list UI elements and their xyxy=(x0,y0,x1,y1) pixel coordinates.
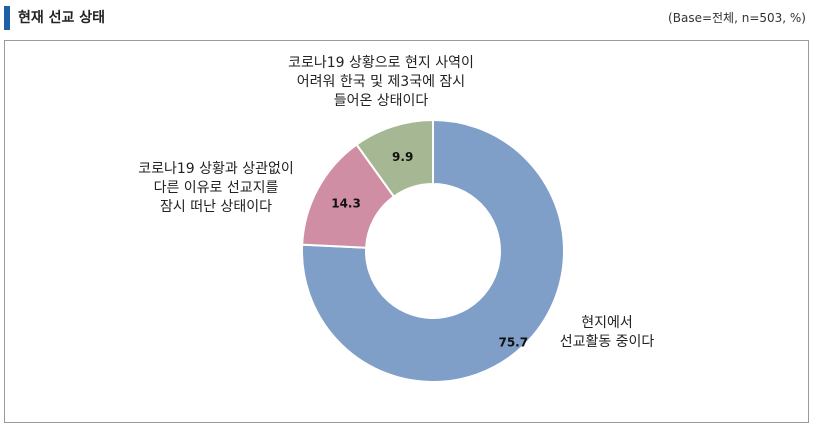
donut-slice-in-field xyxy=(301,118,565,383)
chart-frame xyxy=(4,40,809,423)
base-note: (Base=전체, n=503, %) xyxy=(668,11,806,25)
category-label-in-field: 현지에서 선교활동 중이다 xyxy=(559,315,655,350)
chart-header: 현재 선교 상태 (Base=전체, n=503, %) xyxy=(0,0,816,36)
value-label-left-temporarily: 14.3 xyxy=(331,197,361,211)
chart-title: 현재 선교 상태 xyxy=(18,10,106,26)
category-label-covid-returned: 코로나19 상황으로 현지 사역이 어려워 한국 및 제3국에 잠시 들어온 상… xyxy=(288,55,474,109)
value-label-covid-returned: 9.9 xyxy=(392,150,413,164)
value-label-in-field: 75.7 xyxy=(498,336,528,350)
donut-slice-covid-returned xyxy=(355,118,434,198)
header-accent-bar xyxy=(4,6,10,30)
category-label-left-temporarily: 코로나19 상황과 상관없이 다른 이유로 선교지를 잠시 떠난 상태이다 xyxy=(138,161,294,215)
